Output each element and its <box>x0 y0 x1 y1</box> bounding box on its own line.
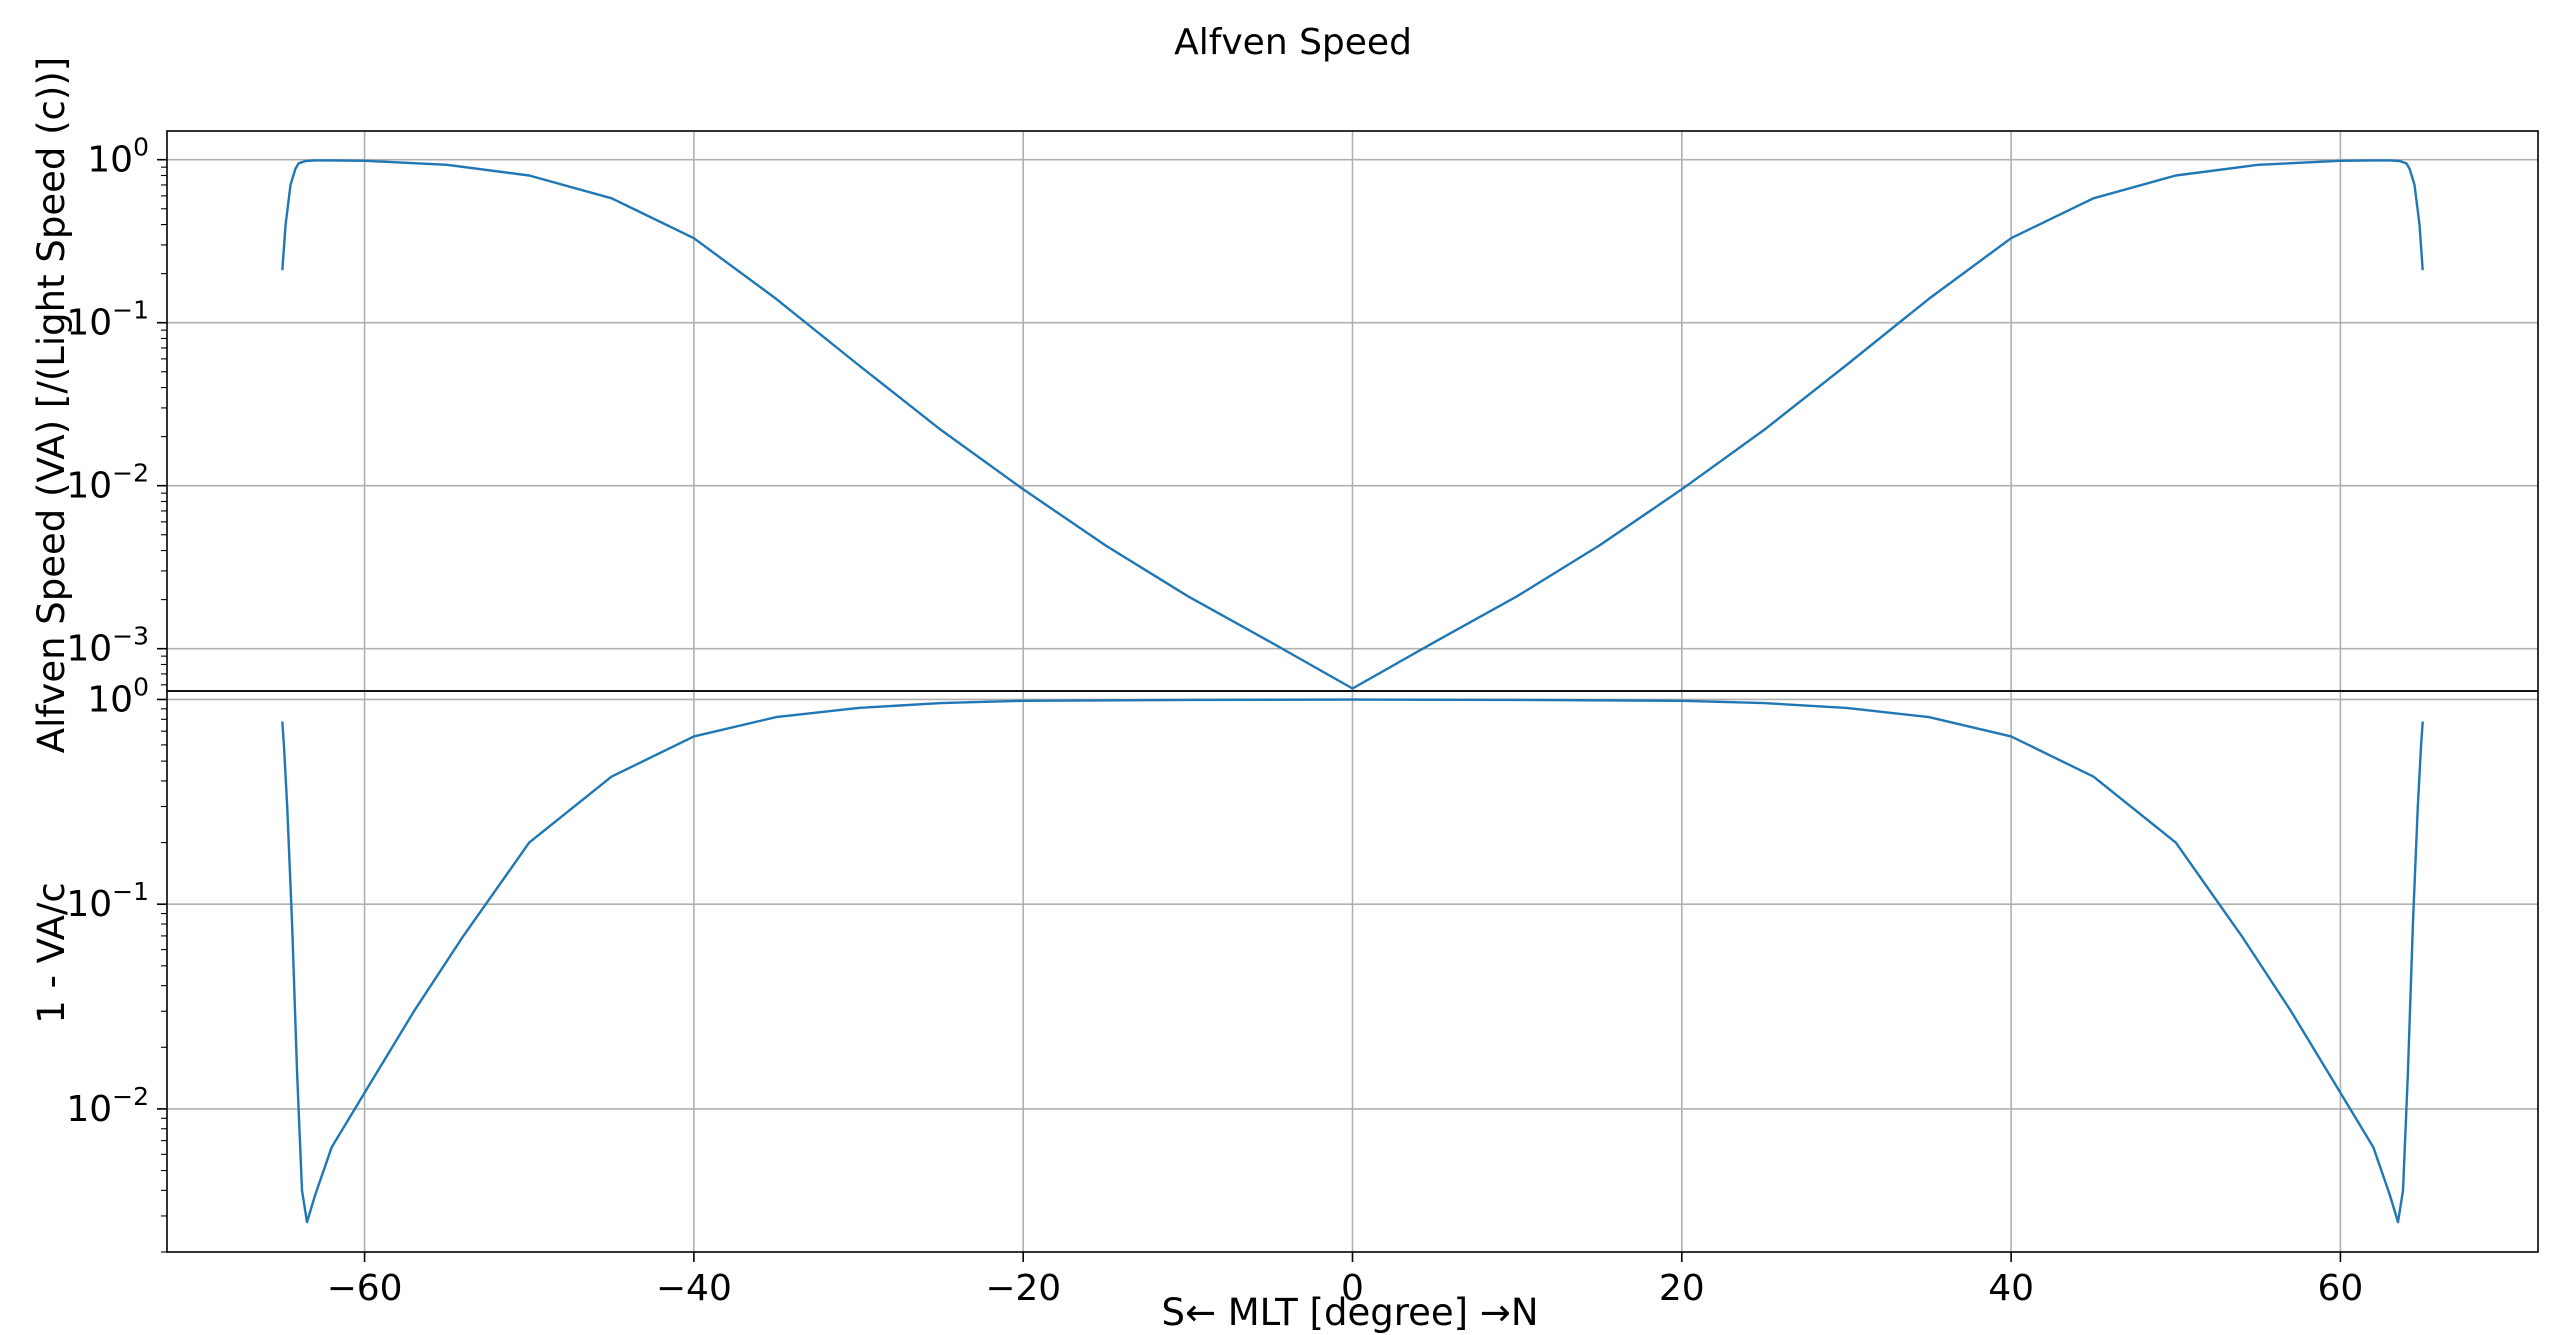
figure-title: Alfven Speed <box>1174 22 1412 63</box>
y-tick-label: 100 <box>87 133 149 181</box>
x-tick-label: 60 <box>2318 1268 2364 1309</box>
series-line-top <box>281 159 2424 690</box>
x-tick-label: −20 <box>985 1268 1061 1309</box>
x-tick-label: −60 <box>327 1268 403 1309</box>
y-tick-label: 10−2 <box>66 459 149 507</box>
y-axis-label: 1 - VA/c <box>30 882 73 1023</box>
axes-frame <box>166 690 2539 1253</box>
panel-bottom: −60 −40 −20 0 20 40 60 100 10−1 10−2 1 - VA/c <box>30 672 2539 1309</box>
series-line-bottom <box>281 698 2424 1224</box>
y-tick-label: 10−3 <box>66 622 149 670</box>
y-tick-label: 10−2 <box>66 1082 149 1130</box>
y-tick-label: 10−1 <box>66 296 149 344</box>
y-axis-label: Alfven Speed (VA) [/(Light Speed (c))] <box>30 57 73 753</box>
y-tick-label: 100 <box>87 672 149 720</box>
x-tick-label: 0 <box>1341 1268 1364 1309</box>
x-tick-label: 20 <box>1659 1268 1705 1309</box>
y-tick-label: 10−1 <box>66 877 149 925</box>
x-axis-label: S← MLT [degree] →N <box>1161 1291 1538 1334</box>
x-tick-label: 40 <box>1988 1268 2034 1309</box>
x-tick-label: −40 <box>656 1268 732 1309</box>
